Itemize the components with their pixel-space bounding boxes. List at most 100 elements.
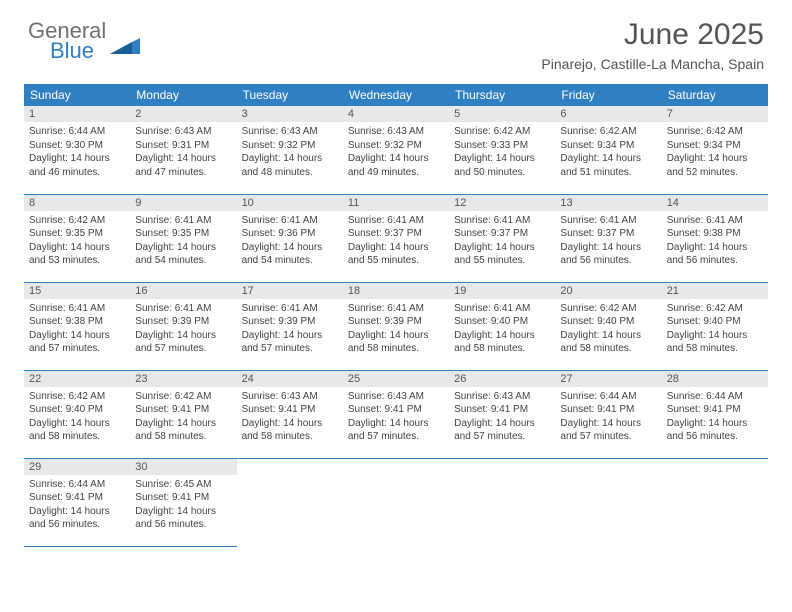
day-data: Sunrise: 6:43 AMSunset: 9:32 PMDaylight:… (237, 122, 343, 183)
page-header: General Blue June 2025 Pinarejo, Castill… (0, 0, 792, 76)
calendar-cell: 8Sunrise: 6:42 AMSunset: 9:35 PMDaylight… (24, 194, 130, 282)
day-number: 23 (130, 371, 236, 387)
calendar-cell: 4Sunrise: 6:43 AMSunset: 9:32 PMDaylight… (343, 106, 449, 194)
weekday-header-row: Sunday Monday Tuesday Wednesday Thursday… (24, 84, 768, 106)
logo: General Blue (28, 18, 140, 64)
day-number: 25 (343, 371, 449, 387)
day-data: Sunrise: 6:42 AMSunset: 9:35 PMDaylight:… (24, 211, 130, 272)
day-data: Sunrise: 6:41 AMSunset: 9:37 PMDaylight:… (555, 211, 661, 272)
calendar-cell: 26Sunrise: 6:43 AMSunset: 9:41 PMDayligh… (449, 370, 555, 458)
calendar-cell: 1Sunrise: 6:44 AMSunset: 9:30 PMDaylight… (24, 106, 130, 194)
calendar-cell: 15Sunrise: 6:41 AMSunset: 9:38 PMDayligh… (24, 282, 130, 370)
calendar-cell: 17Sunrise: 6:41 AMSunset: 9:39 PMDayligh… (237, 282, 343, 370)
day-number: 24 (237, 371, 343, 387)
day-number: 8 (24, 195, 130, 211)
day-number: 16 (130, 283, 236, 299)
day-data: Sunrise: 6:44 AMSunset: 9:41 PMDaylight:… (555, 387, 661, 448)
day-data: Sunrise: 6:43 AMSunset: 9:41 PMDaylight:… (237, 387, 343, 448)
weekday-header: Friday (555, 84, 661, 106)
calendar-cell: 27Sunrise: 6:44 AMSunset: 9:41 PMDayligh… (555, 370, 661, 458)
day-data: Sunrise: 6:41 AMSunset: 9:36 PMDaylight:… (237, 211, 343, 272)
day-data: Sunrise: 6:41 AMSunset: 9:39 PMDaylight:… (130, 299, 236, 360)
day-number: 12 (449, 195, 555, 211)
day-number: 1 (24, 106, 130, 122)
calendar-cell: 13Sunrise: 6:41 AMSunset: 9:37 PMDayligh… (555, 194, 661, 282)
day-data: Sunrise: 6:41 AMSunset: 9:38 PMDaylight:… (24, 299, 130, 360)
day-number: 26 (449, 371, 555, 387)
day-data: Sunrise: 6:42 AMSunset: 9:41 PMDaylight:… (130, 387, 236, 448)
day-number: 6 (555, 106, 661, 122)
calendar-row: 8Sunrise: 6:42 AMSunset: 9:35 PMDaylight… (24, 194, 768, 282)
day-number: 21 (662, 283, 768, 299)
calendar-row: 1Sunrise: 6:44 AMSunset: 9:30 PMDaylight… (24, 106, 768, 194)
day-number: 11 (343, 195, 449, 211)
day-data: Sunrise: 6:42 AMSunset: 9:40 PMDaylight:… (555, 299, 661, 360)
day-data: Sunrise: 6:44 AMSunset: 9:41 PMDaylight:… (24, 475, 130, 536)
calendar-cell: 25Sunrise: 6:43 AMSunset: 9:41 PMDayligh… (343, 370, 449, 458)
day-number: 20 (555, 283, 661, 299)
day-data: Sunrise: 6:41 AMSunset: 9:37 PMDaylight:… (343, 211, 449, 272)
weekday-header: Monday (130, 84, 236, 106)
day-data: Sunrise: 6:43 AMSunset: 9:32 PMDaylight:… (343, 122, 449, 183)
day-number: 13 (555, 195, 661, 211)
calendar-cell: 22Sunrise: 6:42 AMSunset: 9:40 PMDayligh… (24, 370, 130, 458)
day-number: 2 (130, 106, 236, 122)
page-subtitle: Pinarejo, Castille-La Mancha, Spain (541, 56, 764, 72)
logo-triangle-icon (110, 32, 140, 54)
calendar-cell (555, 458, 661, 546)
day-data: Sunrise: 6:43 AMSunset: 9:41 PMDaylight:… (449, 387, 555, 448)
day-data: Sunrise: 6:41 AMSunset: 9:39 PMDaylight:… (237, 299, 343, 360)
weekday-header: Sunday (24, 84, 130, 106)
calendar-cell (662, 458, 768, 546)
day-data: Sunrise: 6:41 AMSunset: 9:40 PMDaylight:… (449, 299, 555, 360)
calendar-cell: 18Sunrise: 6:41 AMSunset: 9:39 PMDayligh… (343, 282, 449, 370)
day-number: 7 (662, 106, 768, 122)
day-number: 5 (449, 106, 555, 122)
weekday-header: Thursday (449, 84, 555, 106)
day-data: Sunrise: 6:44 AMSunset: 9:41 PMDaylight:… (662, 387, 768, 448)
weekday-header: Tuesday (237, 84, 343, 106)
calendar-cell: 10Sunrise: 6:41 AMSunset: 9:36 PMDayligh… (237, 194, 343, 282)
day-data: Sunrise: 6:41 AMSunset: 9:35 PMDaylight:… (130, 211, 236, 272)
day-number: 27 (555, 371, 661, 387)
calendar-cell: 28Sunrise: 6:44 AMSunset: 9:41 PMDayligh… (662, 370, 768, 458)
title-block: June 2025 Pinarejo, Castille-La Mancha, … (541, 18, 764, 72)
day-number: 14 (662, 195, 768, 211)
calendar-cell: 16Sunrise: 6:41 AMSunset: 9:39 PMDayligh… (130, 282, 236, 370)
calendar-body: 1Sunrise: 6:44 AMSunset: 9:30 PMDaylight… (24, 106, 768, 546)
day-number: 4 (343, 106, 449, 122)
calendar-cell: 30Sunrise: 6:45 AMSunset: 9:41 PMDayligh… (130, 458, 236, 546)
calendar-cell (449, 458, 555, 546)
calendar-cell: 23Sunrise: 6:42 AMSunset: 9:41 PMDayligh… (130, 370, 236, 458)
day-data: Sunrise: 6:41 AMSunset: 9:39 PMDaylight:… (343, 299, 449, 360)
calendar-cell: 21Sunrise: 6:42 AMSunset: 9:40 PMDayligh… (662, 282, 768, 370)
day-data: Sunrise: 6:42 AMSunset: 9:33 PMDaylight:… (449, 122, 555, 183)
calendar-table: Sunday Monday Tuesday Wednesday Thursday… (24, 84, 768, 547)
day-data: Sunrise: 6:42 AMSunset: 9:34 PMDaylight:… (662, 122, 768, 183)
weekday-header: Saturday (662, 84, 768, 106)
day-number: 22 (24, 371, 130, 387)
calendar-cell: 9Sunrise: 6:41 AMSunset: 9:35 PMDaylight… (130, 194, 236, 282)
day-data: Sunrise: 6:45 AMSunset: 9:41 PMDaylight:… (130, 475, 236, 536)
day-number: 29 (24, 459, 130, 475)
day-data: Sunrise: 6:42 AMSunset: 9:34 PMDaylight:… (555, 122, 661, 183)
day-data: Sunrise: 6:44 AMSunset: 9:30 PMDaylight:… (24, 122, 130, 183)
day-number: 18 (343, 283, 449, 299)
day-number: 10 (237, 195, 343, 211)
day-number: 28 (662, 371, 768, 387)
day-data: Sunrise: 6:43 AMSunset: 9:31 PMDaylight:… (130, 122, 236, 183)
calendar-cell (343, 458, 449, 546)
calendar-cell: 3Sunrise: 6:43 AMSunset: 9:32 PMDaylight… (237, 106, 343, 194)
calendar-cell: 6Sunrise: 6:42 AMSunset: 9:34 PMDaylight… (555, 106, 661, 194)
day-data: Sunrise: 6:42 AMSunset: 9:40 PMDaylight:… (24, 387, 130, 448)
logo-text: General Blue (28, 18, 106, 64)
calendar-cell: 12Sunrise: 6:41 AMSunset: 9:37 PMDayligh… (449, 194, 555, 282)
calendar-row: 15Sunrise: 6:41 AMSunset: 9:38 PMDayligh… (24, 282, 768, 370)
calendar-cell: 20Sunrise: 6:42 AMSunset: 9:40 PMDayligh… (555, 282, 661, 370)
calendar-cell: 14Sunrise: 6:41 AMSunset: 9:38 PMDayligh… (662, 194, 768, 282)
calendar-cell: 11Sunrise: 6:41 AMSunset: 9:37 PMDayligh… (343, 194, 449, 282)
day-number: 15 (24, 283, 130, 299)
calendar-cell: 7Sunrise: 6:42 AMSunset: 9:34 PMDaylight… (662, 106, 768, 194)
calendar-cell: 29Sunrise: 6:44 AMSunset: 9:41 PMDayligh… (24, 458, 130, 546)
day-data: Sunrise: 6:43 AMSunset: 9:41 PMDaylight:… (343, 387, 449, 448)
